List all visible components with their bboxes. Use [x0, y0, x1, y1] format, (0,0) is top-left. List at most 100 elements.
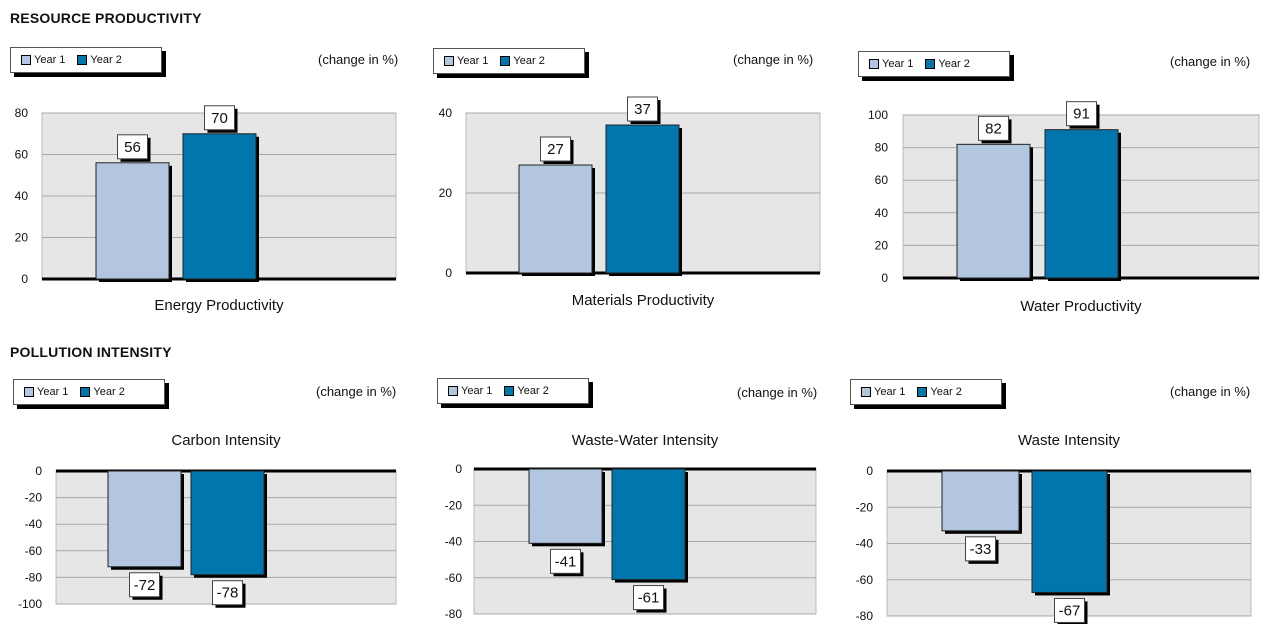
- legend-label: Year 2: [938, 58, 970, 70]
- bar-shadow: [532, 472, 605, 547]
- data-label: -72: [129, 572, 163, 600]
- legend-item: Year 2: [77, 54, 122, 66]
- legend-label: Year 2: [930, 386, 962, 398]
- bar-shadow: [522, 168, 595, 276]
- data-label-shadow: [543, 140, 574, 164]
- data-label-shadow: [630, 100, 661, 124]
- bar-shadow: [1035, 474, 1110, 596]
- legend-swatch: [21, 55, 31, 65]
- legend-item: Year 2: [500, 55, 545, 67]
- legend-label: Year 2: [93, 386, 125, 398]
- legend-item: Year 1: [869, 58, 913, 70]
- unit-label: (change in %): [733, 52, 814, 67]
- data-label-shadow: [120, 137, 151, 162]
- data-label-text: -72: [134, 577, 156, 594]
- y-tick-label: -20: [25, 491, 43, 505]
- bar-shadow: [609, 128, 682, 276]
- data-label-shadow: [215, 583, 246, 608]
- legend-item: Year 1: [448, 385, 492, 397]
- chart-title: Waste-Water Intensity: [571, 432, 719, 449]
- bar: [1031, 470, 1108, 593]
- y-tick-label: 40: [875, 206, 889, 220]
- data-label-shadow: [981, 119, 1012, 144]
- data-label-text: -33: [970, 541, 992, 558]
- legend-item: Year 1: [444, 55, 488, 67]
- data-label-shadow: [968, 539, 999, 564]
- legend: Year 1 Year 2: [437, 378, 589, 404]
- data-label: 70: [204, 105, 238, 133]
- bar-shadow: [1048, 132, 1121, 281]
- y-tick-label: 0: [35, 464, 42, 478]
- chart-title: Energy Productivity: [154, 297, 284, 314]
- legend-label: Year 2: [513, 55, 545, 67]
- bar: [518, 164, 593, 274]
- bar: [941, 470, 1020, 532]
- unit-label: (change in %): [316, 384, 397, 399]
- data-label-box: [965, 536, 996, 562]
- data-label-box: [1066, 101, 1097, 127]
- unit-label: (change in %): [737, 385, 818, 400]
- data-label-text: -78: [217, 585, 239, 602]
- y-tick-label: 80: [875, 141, 889, 155]
- y-tick-label: 100: [868, 108, 888, 122]
- bar: [528, 468, 603, 544]
- bar: [1044, 129, 1119, 279]
- data-label-box: [627, 96, 658, 122]
- data-label-shadow: [636, 588, 667, 613]
- data-label-shadow: [553, 552, 584, 577]
- legend-item: Year 1: [21, 54, 65, 66]
- bar: [107, 470, 182, 568]
- y-tick-label: 0: [21, 272, 28, 286]
- legend-label: Year 1: [461, 385, 493, 397]
- legend-swatch: [861, 387, 871, 397]
- data-label-text: 91: [1073, 106, 1090, 123]
- legend-swatch: [917, 387, 928, 397]
- legend-label: Year 2: [517, 385, 549, 397]
- y-tick-label: 20: [439, 186, 453, 200]
- bar: [95, 162, 170, 280]
- chart-title: Water Productivity: [1020, 298, 1142, 315]
- plot-area: [473, 468, 817, 615]
- plot-area: [902, 114, 1260, 279]
- data-label-box: [117, 134, 148, 160]
- bar: [956, 143, 1031, 279]
- data-label: -78: [212, 580, 246, 608]
- legend: Year 1 Year 2: [850, 379, 1002, 405]
- y-tick-label: 60: [875, 173, 889, 187]
- unit-label: (change in %): [1170, 54, 1251, 69]
- bar-shadow: [945, 474, 1022, 534]
- bar-shadow: [960, 147, 1033, 281]
- data-label-text: 56: [124, 139, 141, 156]
- plot-area: [55, 470, 397, 605]
- y-tick-label: 20: [875, 238, 889, 252]
- legend-swatch: [925, 59, 936, 69]
- plot-area: [41, 112, 397, 280]
- data-label: 82: [978, 115, 1012, 144]
- section-title-pollution: POLLUTION INTENSITY: [10, 344, 172, 360]
- chart-title: Waste Intensity: [1018, 432, 1120, 449]
- bar: [182, 133, 257, 280]
- legend-label: Year 2: [90, 54, 122, 66]
- data-label-text: -67: [1059, 602, 1081, 619]
- plot-area: [465, 112, 821, 274]
- y-tick-label: -80: [445, 607, 463, 621]
- y-tick-label: -40: [25, 517, 43, 531]
- bar-shadow: [99, 165, 172, 282]
- legend-item: Year 2: [925, 58, 970, 70]
- legend: Year 1 Year 2: [10, 47, 162, 73]
- legend-label: Year 1: [882, 58, 914, 70]
- legend-label: Year 1: [457, 55, 489, 67]
- data-label: 37: [627, 96, 661, 124]
- y-tick-label: 0: [445, 266, 452, 280]
- y-tick-label: -20: [445, 498, 463, 512]
- legend-swatch: [504, 386, 515, 396]
- data-label-box: [540, 136, 571, 162]
- y-tick-label: -60: [856, 573, 874, 587]
- data-label: -67: [1054, 597, 1088, 624]
- y-tick-label: 0: [455, 462, 462, 476]
- legend-swatch: [448, 386, 458, 396]
- legend-item: Year 2: [504, 385, 549, 397]
- y-tick-label: 40: [15, 189, 29, 203]
- legend-label: Year 1: [34, 54, 66, 66]
- bar: [605, 124, 680, 274]
